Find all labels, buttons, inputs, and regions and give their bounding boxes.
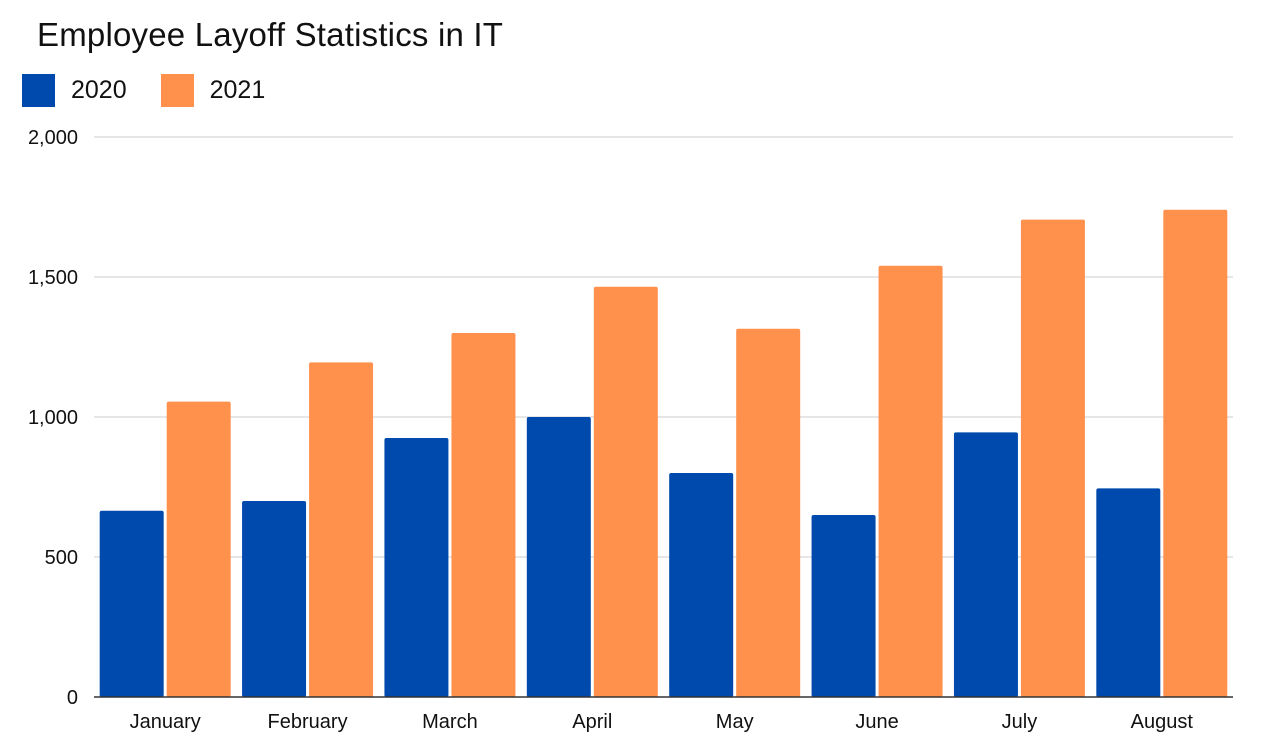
legend-label-2020: 2020 [71,75,127,104]
bar-2020-june [811,515,876,697]
y-tick-label: 2,000 [28,127,78,149]
y-tick-label: 0 [67,687,78,709]
bar-2021-june [878,265,943,697]
bar-2020-march [384,438,449,697]
bar-2020-january [99,510,164,697]
bar-2020-april [526,417,591,697]
legend-swatch-2021 [160,73,194,107]
chart-title: Employee Layoff Statistics in IT [37,16,504,53]
y-tick-label: 1,500 [28,267,78,289]
bar-2021-july [1020,219,1085,697]
legend: 2020 2021 [22,72,299,108]
y-tick-label: 1,000 [28,407,78,429]
legend-swatch-2020 [22,73,55,107]
bar-2021-may [736,328,801,697]
x-tick-label: February [268,711,348,733]
x-tick-label: April [572,711,612,733]
bar-2021-april [593,286,658,697]
bar-2020-february [242,501,307,697]
bar-2020-may [669,473,734,697]
bar-2021-january [166,401,231,697]
x-tick-label: January [130,711,201,733]
y-tick-label: 500 [45,547,78,569]
legend-label-2021: 2021 [209,75,266,104]
bar-2021-march [451,333,516,697]
x-tick-label: March [422,711,478,733]
x-tick-label: May [716,711,754,733]
x-tick-label: July [1002,711,1038,733]
bar-2020-august [1096,488,1161,697]
bar-2021-august [1163,209,1228,698]
x-tick-label: June [855,711,898,733]
bar-2021-february [309,362,374,697]
legend-item-2021: 2021 [160,73,266,107]
bar-2020-july [953,432,1018,697]
x-tick-label: August [1131,711,1194,733]
legend-item-2020: 2020 [22,73,127,107]
